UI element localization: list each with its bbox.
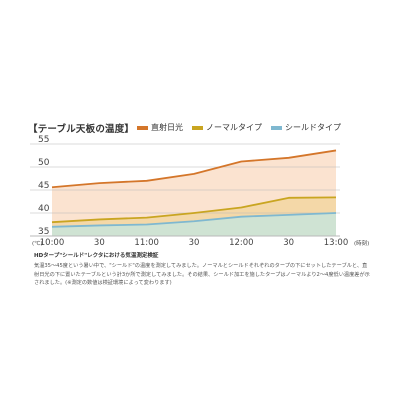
legend-swatch-shield: [271, 125, 282, 130]
legend-label-direct-sun: 直射日光: [151, 123, 183, 132]
chart-title: 【テーブル天板の温度】: [28, 124, 135, 135]
legend-item-normal: ノーマルタイプ: [192, 122, 262, 133]
legend-item-direct-sun: 直射日光: [137, 122, 183, 133]
chart-note: 気温35〜45度という暑い中で、"シールド"の温度を測定してみました。ノーマルと…: [34, 263, 370, 287]
area-direct-sun: [52, 150, 336, 223]
x-tick-label: 30: [189, 238, 200, 248]
y-unit-label: (℃): [32, 240, 42, 247]
legend-item-shield: シールドタイプ: [271, 122, 341, 133]
x-axis: 10:00 30 11:00 30 12:00 30 13:00 (℃) (時刻): [32, 238, 369, 248]
chart-lines: [51, 149, 337, 228]
legend-label-shield: シールドタイプ: [285, 123, 341, 132]
y-tick-label: 45: [38, 181, 49, 191]
line-direct-sun: [51, 149, 337, 189]
x-tick-label: 13:00: [324, 238, 349, 248]
area-normal: [52, 197, 336, 227]
x-unit-label: (時刻): [354, 239, 369, 247]
chart-gridlines: [30, 143, 340, 237]
area-shield: [52, 213, 336, 236]
source-caption: HDタープ"シールド"レクタにおける気温測定検証: [34, 253, 159, 259]
x-tick-label: 11:00: [134, 238, 159, 248]
legend-swatch-normal: [192, 125, 203, 130]
line-normal: [51, 196, 337, 224]
legend-label-normal: ノーマルタイプ: [206, 123, 262, 132]
y-tick-label: 40: [38, 204, 50, 214]
x-tick-label: 30: [283, 238, 294, 248]
y-tick-label: 35: [38, 227, 49, 237]
y-tick-label: 55: [38, 135, 49, 145]
chart-areas: [52, 150, 336, 236]
line-shield: [51, 212, 337, 228]
x-tick-label: 10:00: [40, 238, 65, 248]
x-tick-label: 30: [94, 238, 105, 248]
chart-legend: 直射日光 ノーマルタイプ シールドタイプ: [137, 122, 350, 133]
x-tick-label: 12:00: [229, 238, 254, 248]
y-tick-label: 50: [38, 158, 50, 168]
legend-swatch-direct-sun: [137, 125, 148, 130]
y-axis: 35 40 45 50 55: [38, 135, 50, 237]
